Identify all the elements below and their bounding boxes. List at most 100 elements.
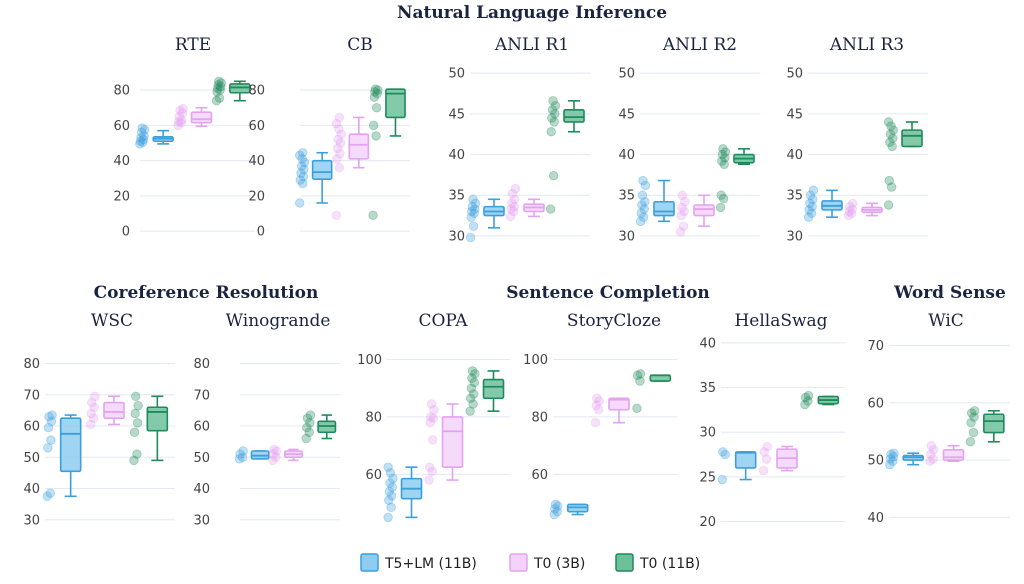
data-point — [466, 212, 476, 222]
data-point — [553, 501, 563, 511]
data-point — [428, 435, 438, 445]
data-point — [591, 400, 601, 411]
data-point — [803, 396, 813, 406]
data-point — [137, 123, 147, 133]
panel-title: StoryCloze — [567, 311, 661, 331]
data-point — [132, 418, 143, 428]
panel-anli-r2: ANLI R2 30 35 40 45 50 — [618, 35, 760, 244]
panel-storycloze: StoryCloze 60 80 100 — [523, 311, 677, 520]
y-tick-label: 60 — [531, 468, 548, 483]
legend-label: T0 (11B) — [639, 556, 700, 572]
box — [734, 451, 757, 469]
data-point — [176, 118, 186, 128]
data-point — [46, 435, 56, 445]
data-point — [87, 397, 97, 408]
data-point — [635, 369, 646, 379]
data-point — [508, 206, 519, 217]
data-point — [717, 156, 727, 166]
box — [441, 416, 464, 468]
data-point — [129, 455, 139, 466]
data-point — [301, 433, 311, 444]
data-point — [213, 80, 223, 90]
y-tick-label: 30 — [786, 229, 803, 244]
box — [482, 378, 505, 400]
y-tick-label: 30 — [23, 513, 40, 528]
data-point — [843, 210, 854, 221]
data-point — [368, 210, 378, 221]
data-point — [507, 198, 517, 209]
data-point — [888, 133, 898, 143]
data-point — [371, 103, 382, 113]
data-point — [676, 210, 686, 221]
y-tick-label: 40 — [113, 154, 130, 169]
data-point — [718, 144, 728, 154]
y-tick-label: 60 — [23, 420, 40, 435]
data-point — [969, 412, 979, 422]
data-point — [638, 212, 649, 222]
data-point — [132, 449, 142, 459]
data-point — [212, 87, 222, 97]
data-point — [552, 506, 562, 517]
data-point — [369, 92, 379, 102]
data-point — [370, 87, 380, 97]
panel-title: WSC — [91, 311, 133, 331]
data-point — [295, 175, 306, 185]
data-point — [305, 410, 316, 420]
data-point — [215, 85, 225, 95]
data-point — [426, 412, 436, 422]
data-point — [639, 204, 649, 214]
data-point — [332, 154, 342, 164]
data-point — [174, 111, 185, 122]
data-point — [332, 143, 343, 154]
data-point — [547, 105, 558, 115]
data-point — [271, 452, 281, 462]
data-point — [762, 441, 772, 452]
data-point — [547, 113, 557, 123]
data-point — [305, 418, 315, 428]
y-tick-label: 40 — [618, 148, 635, 163]
data-point — [331, 118, 342, 129]
data-point — [758, 465, 769, 476]
group-title: Coreference Resolution — [94, 283, 319, 303]
y-tick-label: 70 — [193, 388, 210, 403]
data-point — [465, 232, 476, 243]
y-tick-label: 40 — [786, 148, 803, 163]
data-point — [237, 452, 248, 462]
data-point — [467, 201, 478, 212]
data-point — [716, 190, 726, 200]
data-point — [177, 115, 187, 125]
y-tick-label: 50 — [618, 67, 635, 82]
data-point — [546, 127, 556, 137]
data-point — [136, 127, 147, 138]
box — [563, 108, 585, 123]
data-point — [271, 446, 282, 456]
data-point — [177, 108, 188, 118]
data-point — [678, 221, 689, 231]
data-point — [386, 502, 396, 513]
data-point — [505, 211, 516, 222]
data-point — [468, 399, 478, 409]
data-point — [510, 184, 521, 194]
panel-title: WiC — [928, 311, 964, 331]
data-point — [46, 416, 57, 427]
data-point — [424, 475, 434, 485]
data-point — [637, 190, 648, 200]
data-point — [465, 406, 475, 416]
data-point — [426, 399, 437, 409]
data-point — [129, 427, 140, 437]
box — [653, 200, 675, 217]
data-point — [470, 204, 480, 214]
data-point — [592, 393, 602, 403]
data-point — [470, 369, 480, 379]
data-point — [385, 468, 396, 478]
y-tick-label: 60 — [365, 468, 382, 483]
data-point — [130, 408, 140, 419]
data-point — [887, 141, 897, 152]
data-point — [216, 78, 226, 88]
y-tick-label: 20 — [699, 515, 716, 530]
data-point — [214, 76, 224, 86]
y-tick-label: 80 — [193, 357, 210, 372]
data-point — [334, 124, 344, 134]
data-point — [368, 120, 379, 131]
